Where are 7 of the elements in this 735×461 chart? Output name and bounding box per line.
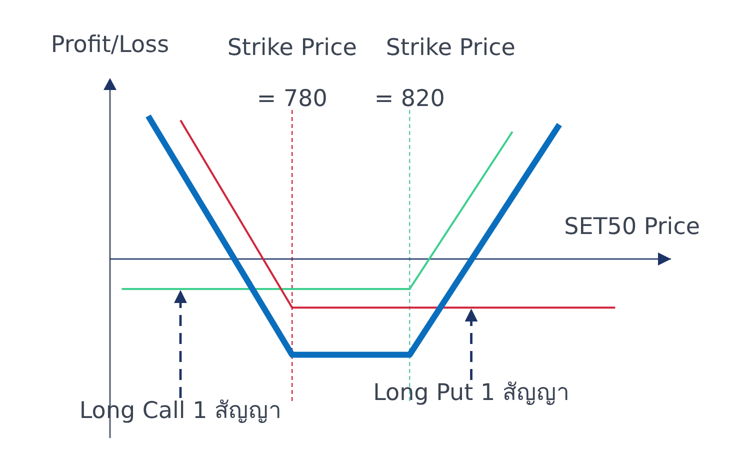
x-axis-title: SET50 Price	[564, 214, 700, 240]
ref-line-label: Strike Price	[227, 35, 357, 61]
y-axis-title: Profit/Loss	[50, 32, 170, 58]
annotation: Long Put 1 สัญญา	[373, 380, 570, 406]
x-tick-label: = 820	[374, 86, 445, 112]
ref-line-label: Strike Price	[386, 35, 516, 61]
x-tick-label: = 780	[256, 86, 328, 112]
